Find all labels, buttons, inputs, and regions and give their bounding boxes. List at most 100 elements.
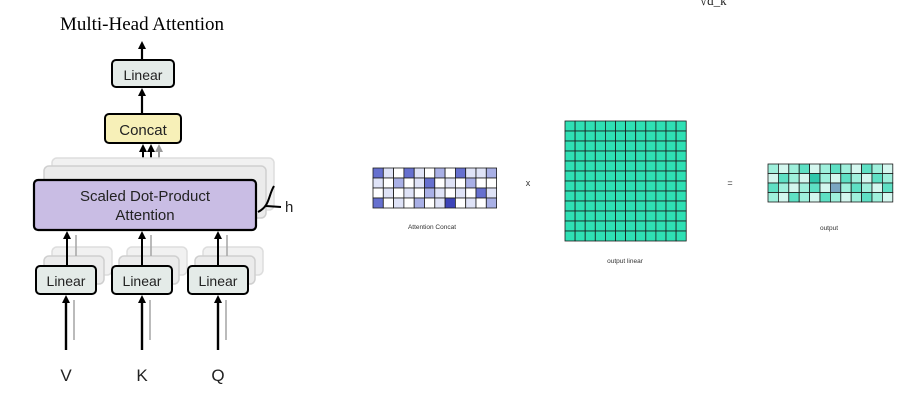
output-linear-cell [635,120,647,132]
output-linear-cell [675,130,687,142]
output-linear-cell [564,140,576,152]
output-linear-cell [665,230,677,242]
output-cell [850,192,863,203]
output-linear-cell [564,150,576,162]
output-cell [809,163,821,174]
output-linear-cell [584,200,596,212]
output-linear-cell [625,120,637,132]
output-linear-cell [665,130,677,142]
output-linear-cell [574,200,586,212]
attention-concat-cell [372,167,384,179]
attention-concat-cell [485,177,497,189]
output-cell [798,192,811,203]
output-linear-cell [625,140,637,152]
attention-concat-cell [403,197,415,209]
output-linear-cell [584,210,596,222]
output-linear-cell [645,140,657,152]
output-linear-cell [564,130,576,142]
output-linear-cell [675,170,687,182]
output-cell [767,192,779,203]
attention-concat-cell [403,167,415,179]
output-linear-cell [605,170,616,182]
output-linear-cell [625,130,637,142]
output-cell [850,163,863,174]
concat-label: Concat [119,122,167,139]
output-linear-cell [615,140,627,152]
linear-top-block [111,59,175,88]
output-linear-cell [615,210,627,222]
output-cell [861,182,873,193]
sqrt-dk-fragment: √d_k [700,0,727,8]
output-linear-cell [665,140,677,152]
output-linear-cell [625,150,637,162]
output-linear-cell [675,180,687,192]
output-cell [882,192,894,203]
output-linear-cell [584,140,596,152]
output-cell [767,173,779,184]
output-linear-cell [635,150,647,162]
output-linear-matrix [564,120,687,242]
output-linear-cell [655,150,667,162]
output-linear-cell [625,170,637,182]
output-linear-cell [645,190,657,202]
heads-brace [257,185,282,213]
output-linear-cell [665,170,677,182]
attention-concat-cell [465,197,477,209]
attention-concat-cell [413,187,425,199]
output-cell [778,182,790,193]
output-linear-cell [594,120,606,132]
attention-concat-cell [444,197,456,209]
output-linear-cell [675,190,687,202]
linear-q-label: Linear [199,273,238,289]
output-linear-cell [584,190,596,202]
output-cell [882,163,894,174]
attention-concat-cell [444,177,456,189]
output-cell [809,173,821,184]
attention-concat-cell [454,177,467,189]
output-linear-cell [655,200,667,212]
attention-concat-cell [475,187,487,199]
output-cell [788,182,800,193]
output-linear-cell [625,200,637,212]
output-linear-cell [584,220,596,232]
output-linear-cell [564,210,576,222]
output-cell [809,182,821,193]
output-linear-cell [574,120,586,132]
output-cell [861,192,873,203]
output-linear-cell [615,130,627,142]
output-linear-cell [675,200,687,212]
attention-concat-cell [434,197,446,209]
output-linear-cell [625,230,637,242]
output-cell [840,192,852,203]
output-linear-cell [665,220,677,232]
output-linear-cell [635,160,647,172]
output-linear-cell [615,230,627,242]
output-linear-cell [675,120,687,132]
output-linear-cell [594,160,606,172]
attention-concat-cell [372,197,384,209]
output-linear-cell [584,230,596,242]
output-cell [830,182,842,193]
output-cell [778,163,790,174]
output-cell [788,163,800,174]
attention-concat-cell [434,167,446,179]
linear-k-label: Linear [123,273,162,289]
output-linear-cell [635,190,647,202]
attention-concat-cell [393,187,405,199]
output-linear-cell [675,220,687,232]
attention-concat-cell [444,167,456,179]
attention-concat-cell [393,167,405,179]
output-matrix [767,163,894,203]
attention-concat-cell [485,197,497,209]
output-linear-cell [584,160,596,172]
attention-concat-cell [403,187,415,199]
output-linear-cell [615,200,627,212]
output-cell [882,182,894,193]
output-linear-cell [564,120,576,132]
input-v-label: V [60,366,72,385]
output-linear-cell [675,160,687,172]
output-linear-cell [645,120,657,132]
attention-concat-cell [475,197,487,209]
output-linear-cell [574,230,586,242]
output-linear-cell [605,190,616,202]
